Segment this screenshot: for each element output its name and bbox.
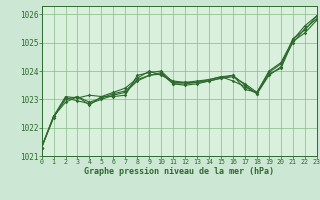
X-axis label: Graphe pression niveau de la mer (hPa): Graphe pression niveau de la mer (hPa) [84, 167, 274, 176]
